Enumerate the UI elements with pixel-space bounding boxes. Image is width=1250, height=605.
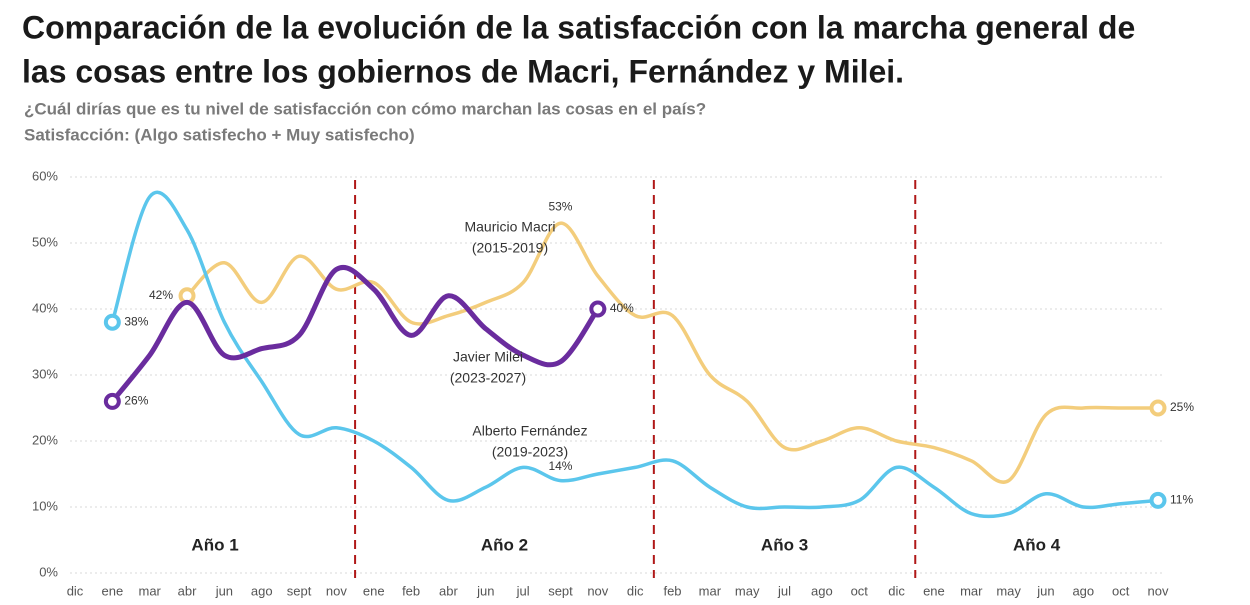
x-tick-label: jun [476, 583, 494, 598]
period-label: Año 1 [191, 535, 238, 554]
value-label: 26% [124, 394, 148, 408]
y-tick-label: 30% [32, 366, 58, 381]
value-label: 53% [548, 199, 572, 213]
x-tick-label: dic [627, 583, 644, 598]
y-tick-label: 10% [32, 498, 58, 513]
period-label: Año 3 [761, 535, 808, 554]
value-label: 40% [610, 301, 634, 315]
x-tick-label: oct [1112, 583, 1130, 598]
x-tick-label: may [996, 583, 1021, 598]
x-tick-label: nov [1148, 583, 1169, 598]
x-tick-label: jun [1036, 583, 1054, 598]
y-tick-label: 20% [32, 432, 58, 447]
value-label: 11% [1170, 493, 1193, 507]
chart-subtitle: Satisfacción: (Algo satisfecho + Muy sat… [24, 125, 415, 144]
x-tick-label: dic [888, 583, 905, 598]
x-tick-label: ene [101, 583, 123, 598]
x-tick-label: mar [960, 583, 983, 598]
x-tick-label: ago [251, 583, 273, 598]
series-label: (2019-2023) [492, 444, 568, 460]
value-label: 38% [124, 314, 148, 328]
value-label: 14% [548, 459, 572, 473]
x-tick-label: jul [777, 583, 791, 598]
x-tick-label: feb [663, 583, 681, 598]
chart-title: Comparación de la evolución de la satisf… [22, 9, 1135, 45]
x-tick-label: ago [1072, 583, 1094, 598]
x-tick-label: abr [439, 583, 458, 598]
x-tick-label: sept [287, 583, 312, 598]
x-tick-label: mar [138, 583, 161, 598]
x-tick-label: sept [548, 583, 573, 598]
x-tick-label: dic [67, 583, 84, 598]
series-label: Mauricio Macri [464, 219, 555, 235]
x-tick-label: abr [178, 583, 197, 598]
x-tick-label: ene [363, 583, 385, 598]
series-line [110, 190, 1160, 519]
end-marker [1149, 399, 1167, 417]
x-tick-label: jul [516, 583, 530, 598]
end-marker [1149, 491, 1167, 509]
chart-title: las cosas entre los gobiernos de Macri, … [22, 53, 904, 89]
value-label: 42% [149, 288, 173, 302]
y-tick-label: 40% [32, 300, 58, 315]
series-line [185, 221, 1160, 484]
series-line [109, 265, 601, 404]
series-label: Alberto Fernández [472, 423, 587, 439]
chart-subtitle: ¿Cuál dirías que es tu nivel de satisfac… [24, 99, 706, 118]
period-label: Año 4 [1013, 535, 1061, 554]
x-tick-label: nov [587, 583, 608, 598]
period-label: Año 2 [481, 535, 528, 554]
x-tick-label: ene [923, 583, 945, 598]
x-tick-label: oct [851, 583, 869, 598]
end-marker [103, 313, 121, 331]
series-label: (2023-2027) [450, 370, 526, 386]
series-label: Javier Milei [453, 349, 523, 365]
x-tick-label: nov [326, 583, 347, 598]
x-tick-label: jun [215, 583, 233, 598]
x-tick-label: ago [811, 583, 833, 598]
end-marker [103, 392, 121, 410]
y-tick-label: 0% [39, 564, 58, 579]
y-tick-label: 60% [32, 168, 58, 183]
x-tick-label: mar [699, 583, 722, 598]
y-tick-label: 50% [32, 234, 58, 249]
value-label: 25% [1170, 400, 1194, 414]
x-tick-label: feb [402, 583, 420, 598]
series-label: (2015-2019) [472, 240, 548, 256]
x-tick-label: may [735, 583, 760, 598]
end-marker [589, 300, 607, 318]
